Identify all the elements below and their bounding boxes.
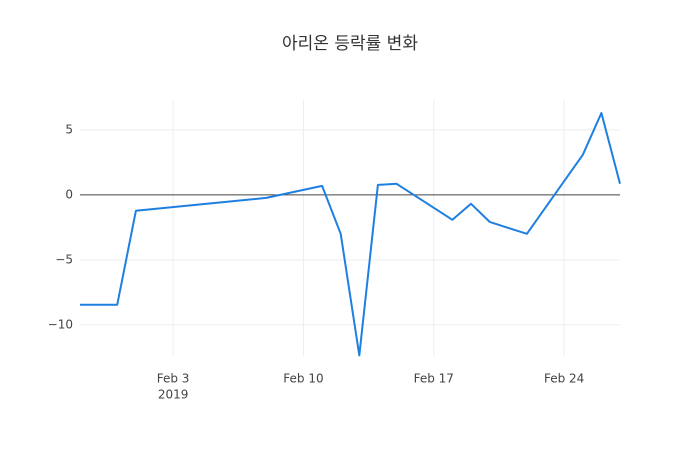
y-tick-label: 5 [65,122,73,136]
x-year-label: 2019 [158,388,189,402]
chart-title: 아리온 등락률 변화 [282,34,418,54]
y-tick-label: 0 [65,187,73,201]
x-tick-label: Feb 17 [414,372,454,386]
y-tick-label: −10 [48,317,73,331]
line-series [80,112,621,357]
x-tick-label: Feb 10 [283,372,323,386]
y-tick-label: −5 [55,252,73,266]
x-tick-label: Feb 3 [157,372,190,386]
x-tick-label: Feb 24 [544,372,584,386]
